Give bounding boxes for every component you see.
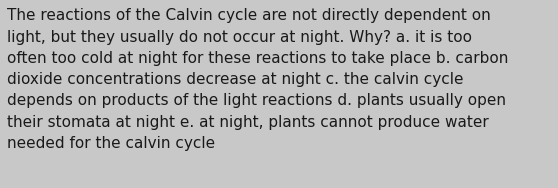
Text: The reactions of the Calvin cycle are not directly dependent on
light, but they : The reactions of the Calvin cycle are no… [7, 8, 509, 151]
